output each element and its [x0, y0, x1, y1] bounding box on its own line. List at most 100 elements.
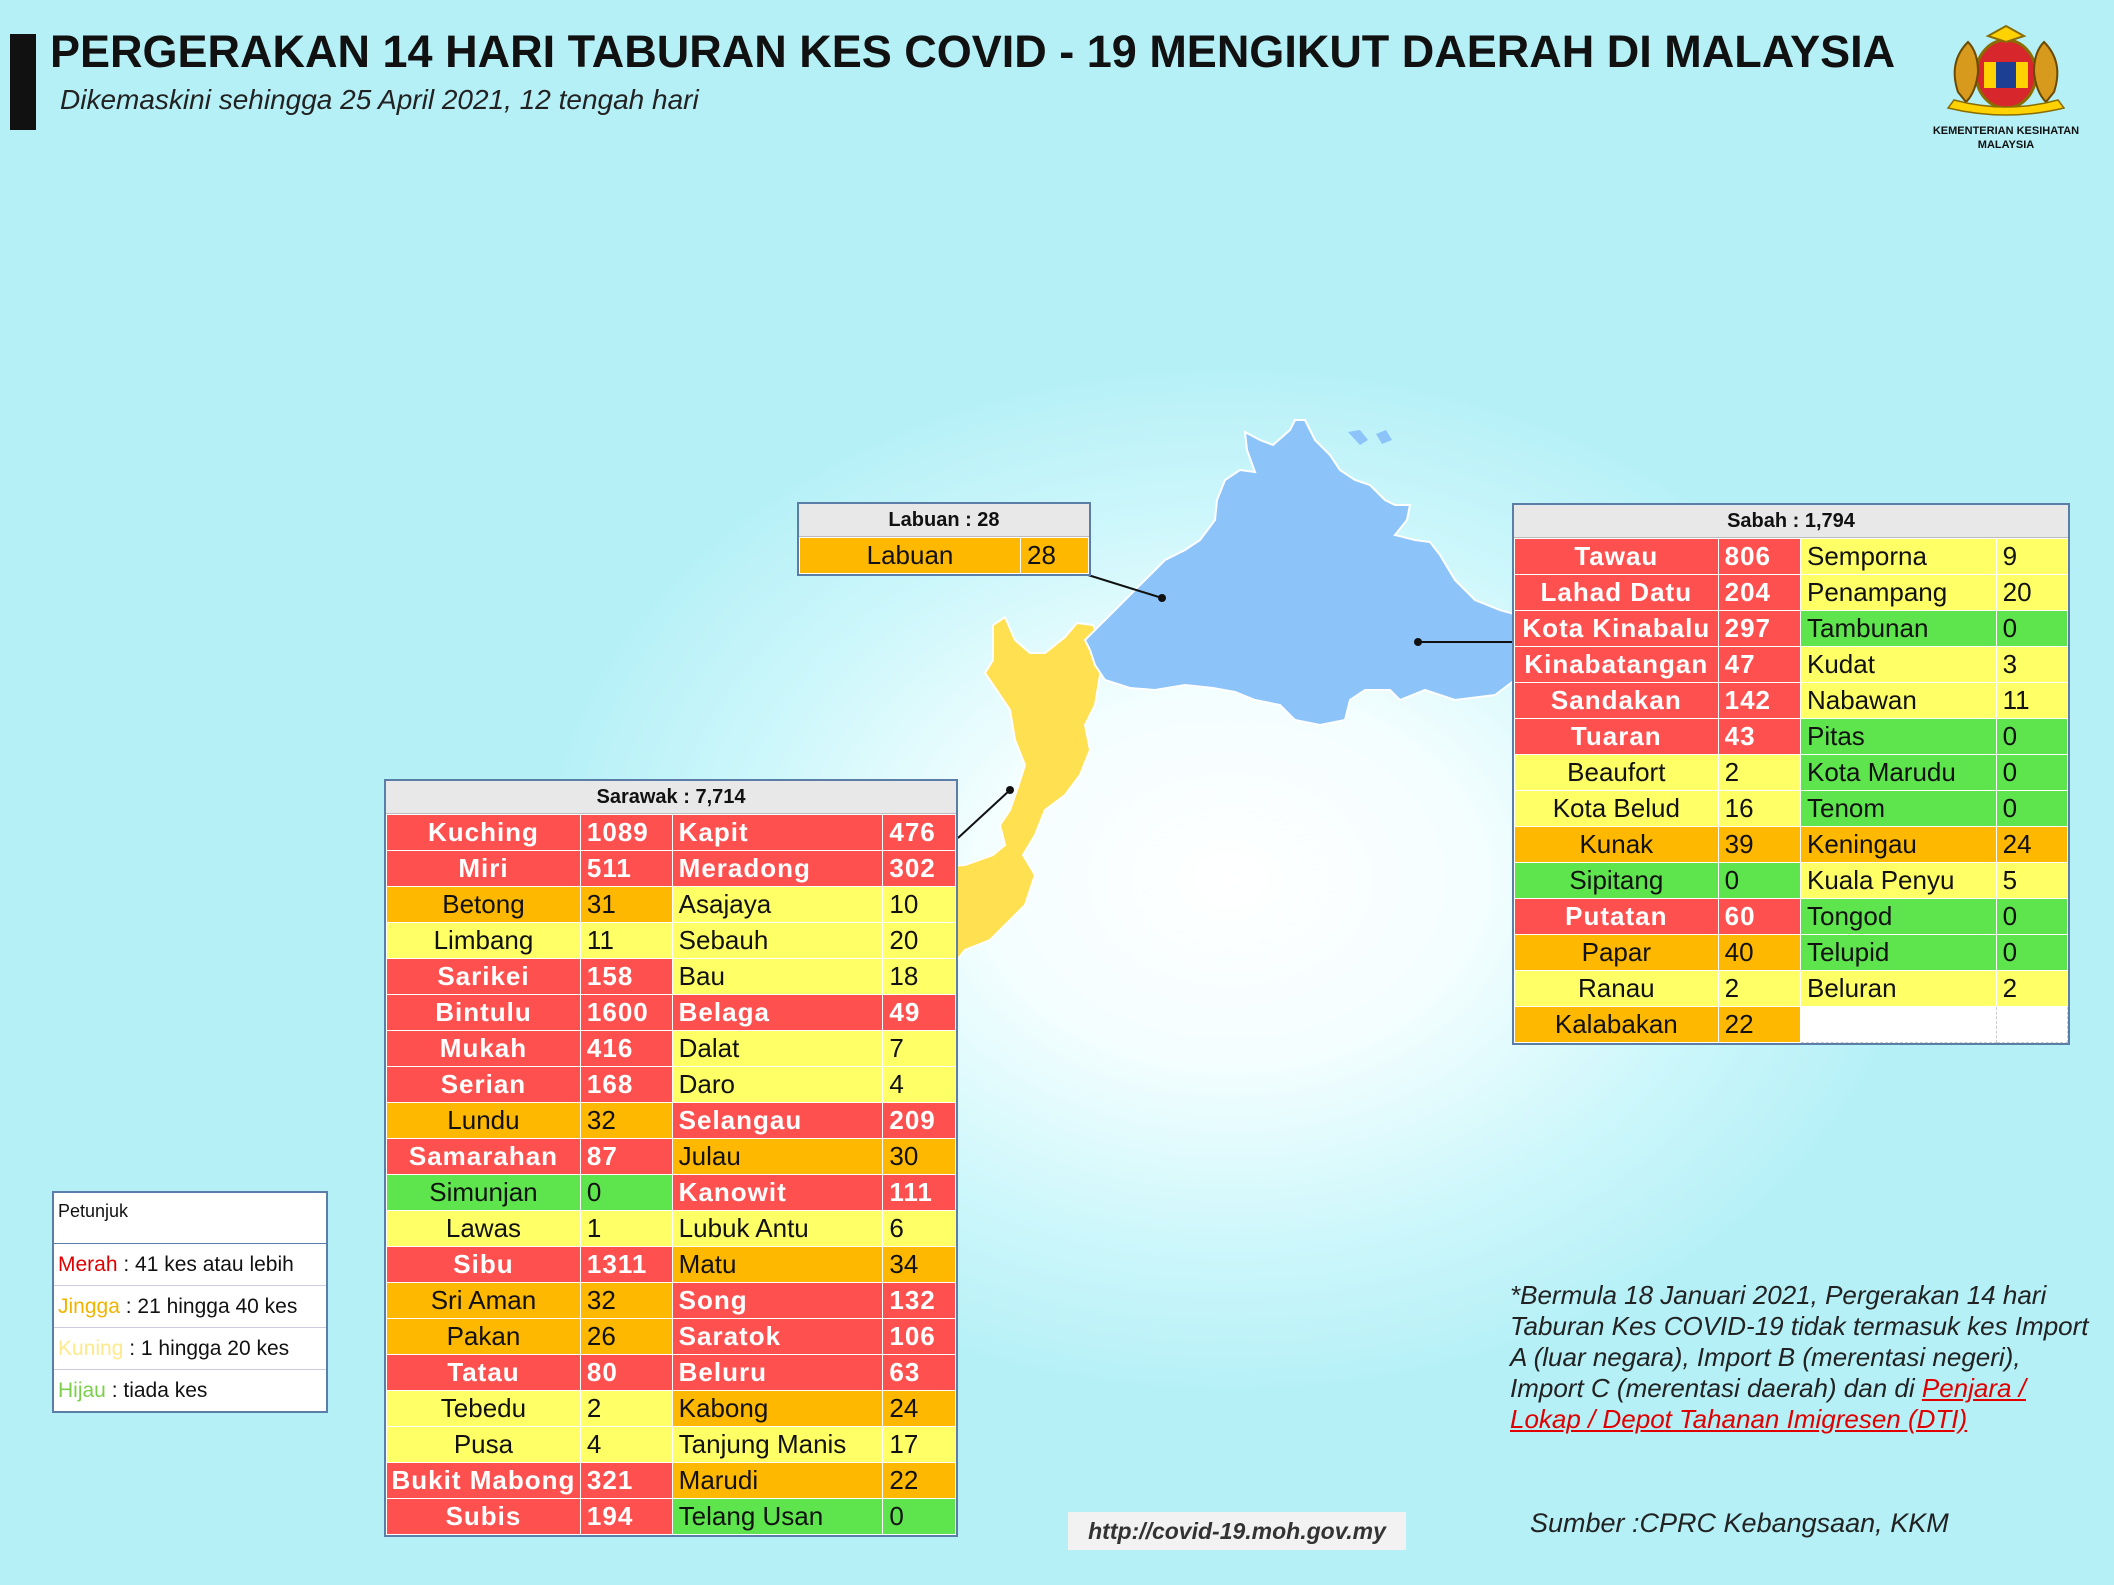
district-value: 0 — [882, 1498, 956, 1535]
district-value: 39 — [1717, 826, 1801, 863]
district-name: Marudi — [671, 1462, 884, 1499]
district-value: 40 — [1717, 934, 1801, 971]
table-row: Tuaran 43 Pitas 0 — [1514, 718, 2069, 755]
district-value: 7 — [882, 1030, 956, 1067]
district-name: Sarikei — [386, 958, 581, 995]
table-row: Labuan 28 — [799, 537, 1089, 574]
table-row: Kota Belud 16 Tenom 0 — [1514, 790, 2069, 827]
district-value: 17 — [882, 1426, 956, 1463]
district-name: Ranau — [1514, 970, 1719, 1007]
sabah-island — [1376, 430, 1392, 444]
district-value: 34 — [882, 1246, 956, 1283]
district-value: 6 — [882, 1210, 956, 1247]
table-row: Ranau 2 Beluran 2 — [1514, 970, 2069, 1007]
district-name: Sandakan — [1514, 682, 1719, 719]
table-row: Miri 511 Meradong 302 — [386, 850, 956, 887]
district-name: Putatan — [1514, 898, 1719, 935]
district-name: Kota Belud — [1514, 790, 1719, 827]
labuan-box: Labuan : 28 Labuan 28 — [797, 502, 1091, 576]
district-value: 1311 — [579, 1246, 673, 1283]
table-row: Tebedu 2 Kabong 24 — [386, 1390, 956, 1427]
footnote-link[interactable]: Penjara / Lokap / Depot Tahanan Imigrese… — [1510, 1373, 2026, 1434]
legend: Petunjuk Merah : 41 kes atau lebih Jingga… — [52, 1191, 328, 1413]
district-value: 0 — [1995, 754, 2069, 791]
district-name: Telupid — [1799, 934, 1997, 971]
district-value: 0 — [1995, 934, 2069, 971]
table-row: Pakan 26 Saratok 106 — [386, 1318, 956, 1355]
district-name: Tanjung Manis — [671, 1426, 884, 1463]
district-value: 0 — [1717, 862, 1801, 899]
district-value: 47 — [1717, 646, 1801, 683]
district-value: 30 — [882, 1138, 956, 1175]
district-name: Asajaya — [671, 886, 884, 923]
district-value: 28 — [1020, 537, 1089, 574]
legend-text: : 41 kes atau lebih — [117, 1253, 294, 1276]
district-name: Sri Aman — [386, 1282, 581, 1319]
district-value: 31 — [579, 886, 673, 923]
district-name: Kota Kinabalu — [1514, 610, 1719, 647]
district-name: Kuala Penyu — [1799, 862, 1997, 899]
district-name: Mukah — [386, 1030, 581, 1067]
district-name: Telang Usan — [671, 1498, 884, 1535]
district-name: Lahad Datu — [1514, 574, 1719, 611]
labuan-header: Labuan : 28 — [799, 504, 1089, 537]
sabah-table: Tawau 806 Semporna 9 Lahad Datu 204 Penampang 2… — [1514, 538, 2069, 1043]
sarawak-table: Kuching 1089 Kapit 476 Miri 511 Meradong 302 Bet… — [386, 814, 956, 1535]
sarawak-header: Sarawak : 7,714 — [386, 781, 956, 814]
district-name: Tatau — [386, 1354, 581, 1391]
district-name: Julau — [671, 1138, 884, 1175]
table-row: Kalabakan 22 — [1514, 1006, 2069, 1043]
table-row: Kinabatangan 47 Kudat 3 — [1514, 646, 2069, 683]
district-value: 416 — [579, 1030, 673, 1067]
district-value: 11 — [579, 922, 673, 959]
district-value: 1089 — [579, 814, 673, 851]
district-value: 302 — [882, 850, 956, 887]
district-name: Saratok — [671, 1318, 884, 1355]
district-name: Bintulu — [386, 994, 581, 1031]
legend-title: Petunjuk — [54, 1193, 326, 1244]
district-value: 3 — [1995, 646, 2069, 683]
district-name: Lawas — [386, 1210, 581, 1247]
district-name: Samarahan — [386, 1138, 581, 1175]
district-value: 4 — [882, 1066, 956, 1103]
district-name: Bukit Mabong — [386, 1462, 581, 1499]
source-url[interactable]: http://covid-19.moh.gov.my — [1068, 1512, 1406, 1550]
table-row: Lundu 32 Selangau 209 — [386, 1102, 956, 1139]
legend-item: Hijau : tiada kes — [54, 1370, 326, 1411]
table-row: Simunjan 0 Kanowit 111 — [386, 1174, 956, 1211]
district-name: Miri — [386, 850, 581, 887]
legend-text: : tiada kes — [105, 1379, 208, 1402]
district-name: Penampang — [1799, 574, 1997, 611]
district-name: Betong — [386, 886, 581, 923]
legend-key: Merah — [58, 1253, 118, 1276]
sabah-dot — [1414, 638, 1422, 646]
legend-key: Kuning — [58, 1337, 124, 1360]
district-name: Limbang — [386, 922, 581, 959]
district-name: Kanowit — [671, 1174, 884, 1211]
legend-item: Jingga : 21 hingga 40 kes — [54, 1286, 326, 1328]
district-value: 321 — [579, 1462, 673, 1499]
district-value: 142 — [1717, 682, 1801, 719]
legend-items: Merah : 41 kes atau lebih Jingga : 21 hin… — [54, 1244, 326, 1411]
district-value: 63 — [882, 1354, 956, 1391]
district-value: 4 — [579, 1426, 673, 1463]
table-row: Serian 168 Daro 4 — [386, 1066, 956, 1103]
table-row: Sandakan 142 Nabawan 11 — [1514, 682, 2069, 719]
district-value: 9 — [1995, 538, 2069, 575]
district-value: 2 — [1717, 754, 1801, 791]
district-value: 32 — [579, 1282, 673, 1319]
table-row: Kota Kinabalu 297 Tambunan 0 — [1514, 610, 2069, 647]
district-name: Tenom — [1799, 790, 1997, 827]
table-row: Lawas 1 Lubuk Antu 6 — [386, 1210, 956, 1247]
district-name: Keningau — [1799, 826, 1997, 863]
district-name: Daro — [671, 1066, 884, 1103]
coat-of-arms-icon — [1946, 24, 2066, 116]
district-value: 2 — [579, 1390, 673, 1427]
district-value: 16 — [1717, 790, 1801, 827]
district-value — [1995, 1006, 2069, 1043]
sarawak-dot — [1006, 786, 1014, 794]
district-name: Bau — [671, 958, 884, 995]
district-name: Kudat — [1799, 646, 1997, 683]
table-row: Tatau 80 Beluru 63 — [386, 1354, 956, 1391]
district-name: Matu — [671, 1246, 884, 1283]
